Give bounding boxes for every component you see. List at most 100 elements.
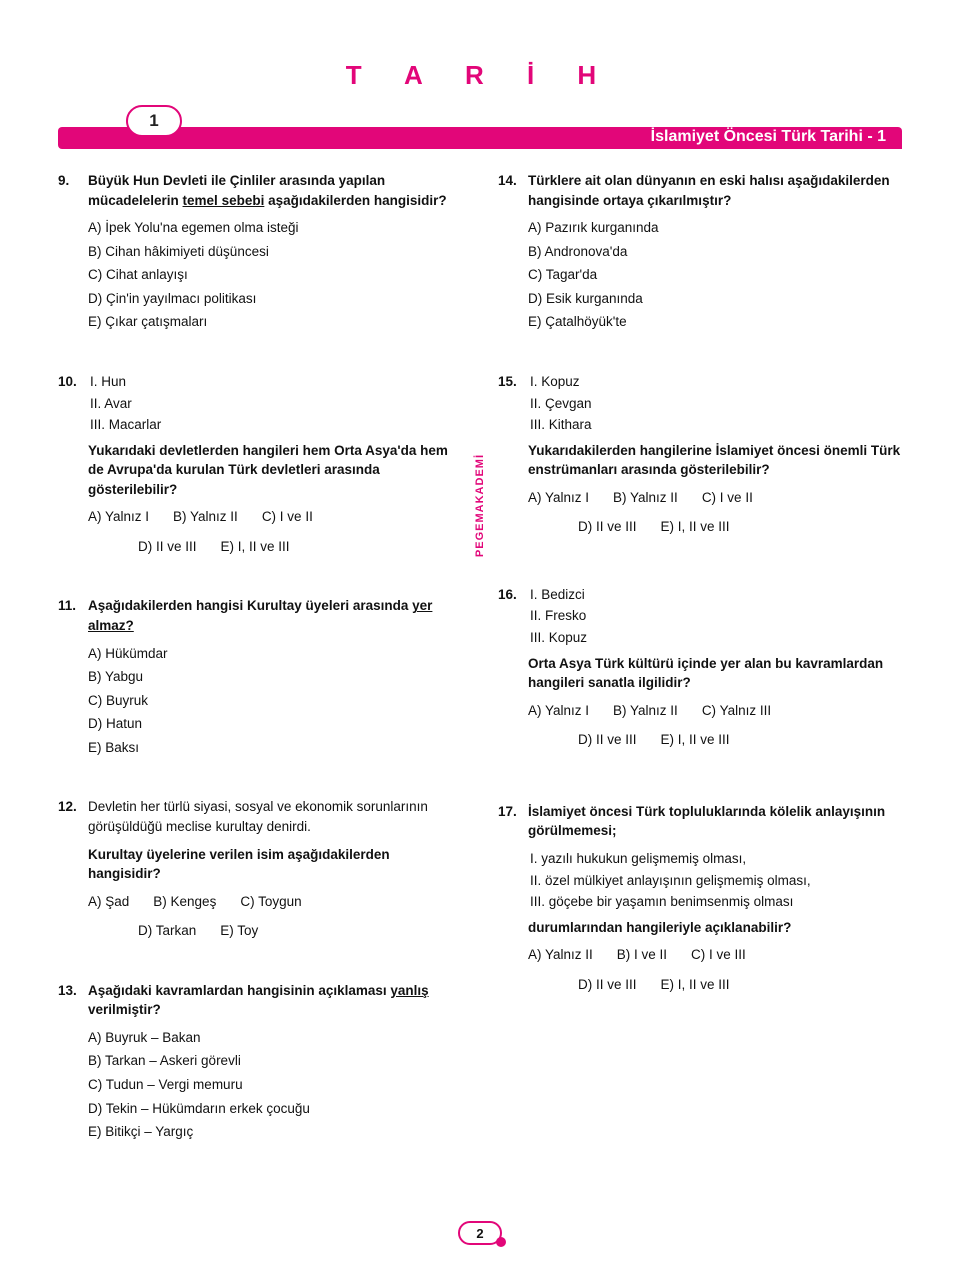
option-c[interactable]: C) I ve II bbox=[702, 488, 753, 508]
roman-list: I. Bedizci II. Fresko III. Kopuz bbox=[528, 585, 902, 648]
roman-list: I. Hun II. Avar III. Macarlar bbox=[88, 372, 462, 435]
option-e[interactable]: E) Çıkar çatışmaları bbox=[88, 312, 462, 332]
options-row: A) Yalnız I B) Yalnız II C) I ve II bbox=[88, 507, 462, 531]
options-row: D) II ve III E) I, II ve III bbox=[88, 537, 462, 561]
content-columns: 9. Büyük Hun Devleti ile Çinliler arasın… bbox=[58, 171, 902, 1182]
option-d[interactable]: D) II ve III bbox=[578, 730, 637, 750]
question-intro: İslamiyet öncesi Türk topluluklarında kö… bbox=[528, 802, 902, 841]
option-e[interactable]: E) I, II ve III bbox=[661, 730, 730, 750]
question-10: 10. I. Hun II. Avar III. Macarlar Yukarı… bbox=[58, 372, 462, 561]
option-b[interactable]: B) Yalnız II bbox=[613, 701, 678, 721]
question-12: 12. Devletin her türlü siyasi, sosyal ve… bbox=[58, 797, 462, 944]
right-column: 14. Türklere ait olan dünyanın en eski h… bbox=[498, 171, 902, 1182]
left-column: 9. Büyük Hun Devleti ile Çinliler arasın… bbox=[58, 171, 462, 1182]
option-b[interactable]: B) Andronova'da bbox=[528, 242, 902, 262]
option-b[interactable]: B) Yabgu bbox=[88, 667, 462, 687]
question-number: 9. bbox=[58, 171, 88, 336]
stem-text: verilmiştir? bbox=[88, 1002, 161, 1017]
question-stem: Aşağıdaki kavramlardan hangisinin açıkla… bbox=[88, 981, 462, 1020]
question-number: 14. bbox=[498, 171, 528, 336]
question-stem: durumlarından hangileriyle açıklanabilir… bbox=[528, 918, 902, 938]
page-number: 2 bbox=[458, 1221, 502, 1245]
options-row: D) Tarkan E) Toy bbox=[88, 921, 462, 945]
option-e[interactable]: E) I, II ve III bbox=[661, 517, 730, 537]
roman-ii: II. Avar bbox=[88, 394, 462, 414]
question-body: Büyük Hun Devleti ile Çinliler arasında … bbox=[88, 171, 462, 336]
option-e[interactable]: E) I, II ve III bbox=[661, 975, 730, 995]
options-row: A) Yalnız II B) I ve II C) I ve III bbox=[528, 945, 902, 969]
question-body: Aşağıdaki kavramlardan hangisinin açıkla… bbox=[88, 981, 462, 1146]
chapter-title-bar: İslamiyet Öncesi Türk Tarihi - 1 bbox=[58, 127, 902, 149]
question-stem: Kurultay üyelerine verilen isim aşağıdak… bbox=[88, 845, 462, 884]
option-c[interactable]: C) Cihat anlayışı bbox=[88, 265, 462, 285]
question-stem: Yukarıdakilerden hangilerine İslamiyet ö… bbox=[528, 441, 902, 480]
roman-iii: III. göçebe bir yaşamın benimsenmiş olma… bbox=[528, 892, 902, 912]
options-row: D) II ve III E) I, II ve III bbox=[528, 975, 902, 999]
option-d[interactable]: D) Esik kurganında bbox=[528, 289, 902, 309]
stem-underline: temel sebebi bbox=[183, 193, 265, 208]
option-e[interactable]: E) Bitikçi – Yargıç bbox=[88, 1122, 462, 1142]
option-a[interactable]: A) İpek Yolu'na egemen olma isteği bbox=[88, 218, 462, 238]
worksheet-page: T A R İ H 1 İslamiyet Öncesi Türk Tarihi… bbox=[0, 0, 960, 1263]
question-body: I. Hun II. Avar III. Macarlar Yukarıdaki… bbox=[88, 372, 462, 561]
option-c[interactable]: C) Tudun – Vergi memuru bbox=[88, 1075, 462, 1095]
option-e[interactable]: E) Çatalhöyük'te bbox=[528, 312, 902, 332]
question-body: I. Kopuz II. Çevgan III. Kithara Yukarıd… bbox=[528, 372, 902, 541]
option-e[interactable]: E) I, II ve III bbox=[221, 537, 290, 557]
option-e[interactable]: E) Toy bbox=[220, 921, 258, 941]
option-d[interactable]: D) Tarkan bbox=[138, 921, 196, 941]
question-17: 17. İslamiyet öncesi Türk topluluklarınd… bbox=[498, 802, 902, 999]
option-a[interactable]: A) Yalnız II bbox=[528, 945, 593, 965]
options-list: A) Pazırık kurganında B) Andronova'da C)… bbox=[528, 218, 902, 332]
option-b[interactable]: B) Tarkan – Askeri görevli bbox=[88, 1051, 462, 1071]
option-c[interactable]: C) Buyruk bbox=[88, 691, 462, 711]
question-14: 14. Türklere ait olan dünyanın en eski h… bbox=[498, 171, 902, 336]
roman-iii: III. Kithara bbox=[528, 415, 902, 435]
option-c[interactable]: C) Tagar'da bbox=[528, 265, 902, 285]
option-a[interactable]: A) Yalnız I bbox=[88, 507, 149, 527]
option-b[interactable]: B) Yalnız II bbox=[613, 488, 678, 508]
roman-i: I. Bedizci bbox=[528, 585, 902, 605]
option-b[interactable]: B) Cihan hâkimiyeti düşüncesi bbox=[88, 242, 462, 262]
option-b[interactable]: B) Yalnız II bbox=[173, 507, 238, 527]
chapter-header: 1 İslamiyet Öncesi Türk Tarihi - 1 bbox=[58, 105, 902, 145]
option-a[interactable]: A) Yalnız I bbox=[528, 701, 589, 721]
option-c[interactable]: C) Yalnız III bbox=[702, 701, 771, 721]
question-stem: Yukarıdaki devletlerden hangileri hem Or… bbox=[88, 441, 462, 500]
option-a[interactable]: A) Pazırık kurganında bbox=[528, 218, 902, 238]
question-body: Türklere ait olan dünyanın en eski halıs… bbox=[528, 171, 902, 336]
option-b[interactable]: B) I ve II bbox=[617, 945, 667, 965]
option-d[interactable]: D) II ve III bbox=[578, 975, 637, 995]
roman-ii: II. Fresko bbox=[528, 606, 902, 626]
chapter-number-badge: 1 bbox=[126, 105, 182, 137]
roman-iii: III. Macarlar bbox=[88, 415, 462, 435]
stem-text: aşağıdakilerden hangisidir? bbox=[264, 193, 446, 208]
roman-ii: II. Çevgan bbox=[528, 394, 902, 414]
option-a[interactable]: A) Hükümdar bbox=[88, 644, 462, 664]
subject-title: T A R İ H bbox=[58, 60, 902, 91]
question-stem: Orta Asya Türk kültürü içinde yer alan b… bbox=[528, 654, 902, 693]
question-9: 9. Büyük Hun Devleti ile Çinliler arasın… bbox=[58, 171, 462, 336]
option-d[interactable]: D) Hatun bbox=[88, 714, 462, 734]
option-d[interactable]: D) II ve III bbox=[578, 517, 637, 537]
question-stem: Türklere ait olan dünyanın en eski halıs… bbox=[528, 171, 902, 210]
option-b[interactable]: B) Kengeş bbox=[153, 892, 216, 912]
option-c[interactable]: C) Toygun bbox=[240, 892, 301, 912]
question-number: 17. bbox=[498, 802, 528, 999]
question-intro: Devletin her türlü siyasi, sosyal ve eko… bbox=[88, 797, 462, 836]
question-number: 16. bbox=[498, 585, 528, 754]
options-row: D) II ve III E) I, II ve III bbox=[528, 517, 902, 541]
option-d[interactable]: D) II ve III bbox=[138, 537, 197, 557]
question-stem: Aşağıdakilerden hangisi Kurultay üyeleri… bbox=[88, 596, 462, 635]
option-a[interactable]: A) Buyruk – Bakan bbox=[88, 1028, 462, 1048]
option-a[interactable]: A) Şad bbox=[88, 892, 129, 912]
options-list: A) Hükümdar B) Yabgu C) Buyruk D) Hatun … bbox=[88, 644, 462, 758]
option-c[interactable]: C) I ve III bbox=[691, 945, 746, 965]
option-d[interactable]: D) Tekin – Hükümdarın erkek çocuğu bbox=[88, 1099, 462, 1119]
option-e[interactable]: E) Baksı bbox=[88, 738, 462, 758]
option-d[interactable]: D) Çin'in yayılmacı politikası bbox=[88, 289, 462, 309]
option-a[interactable]: A) Yalnız I bbox=[528, 488, 589, 508]
option-c[interactable]: C) I ve II bbox=[262, 507, 313, 527]
roman-ii: II. özel mülkiyet anlayışının gelişmemiş… bbox=[528, 871, 902, 891]
roman-iii: III. Kopuz bbox=[528, 628, 902, 648]
